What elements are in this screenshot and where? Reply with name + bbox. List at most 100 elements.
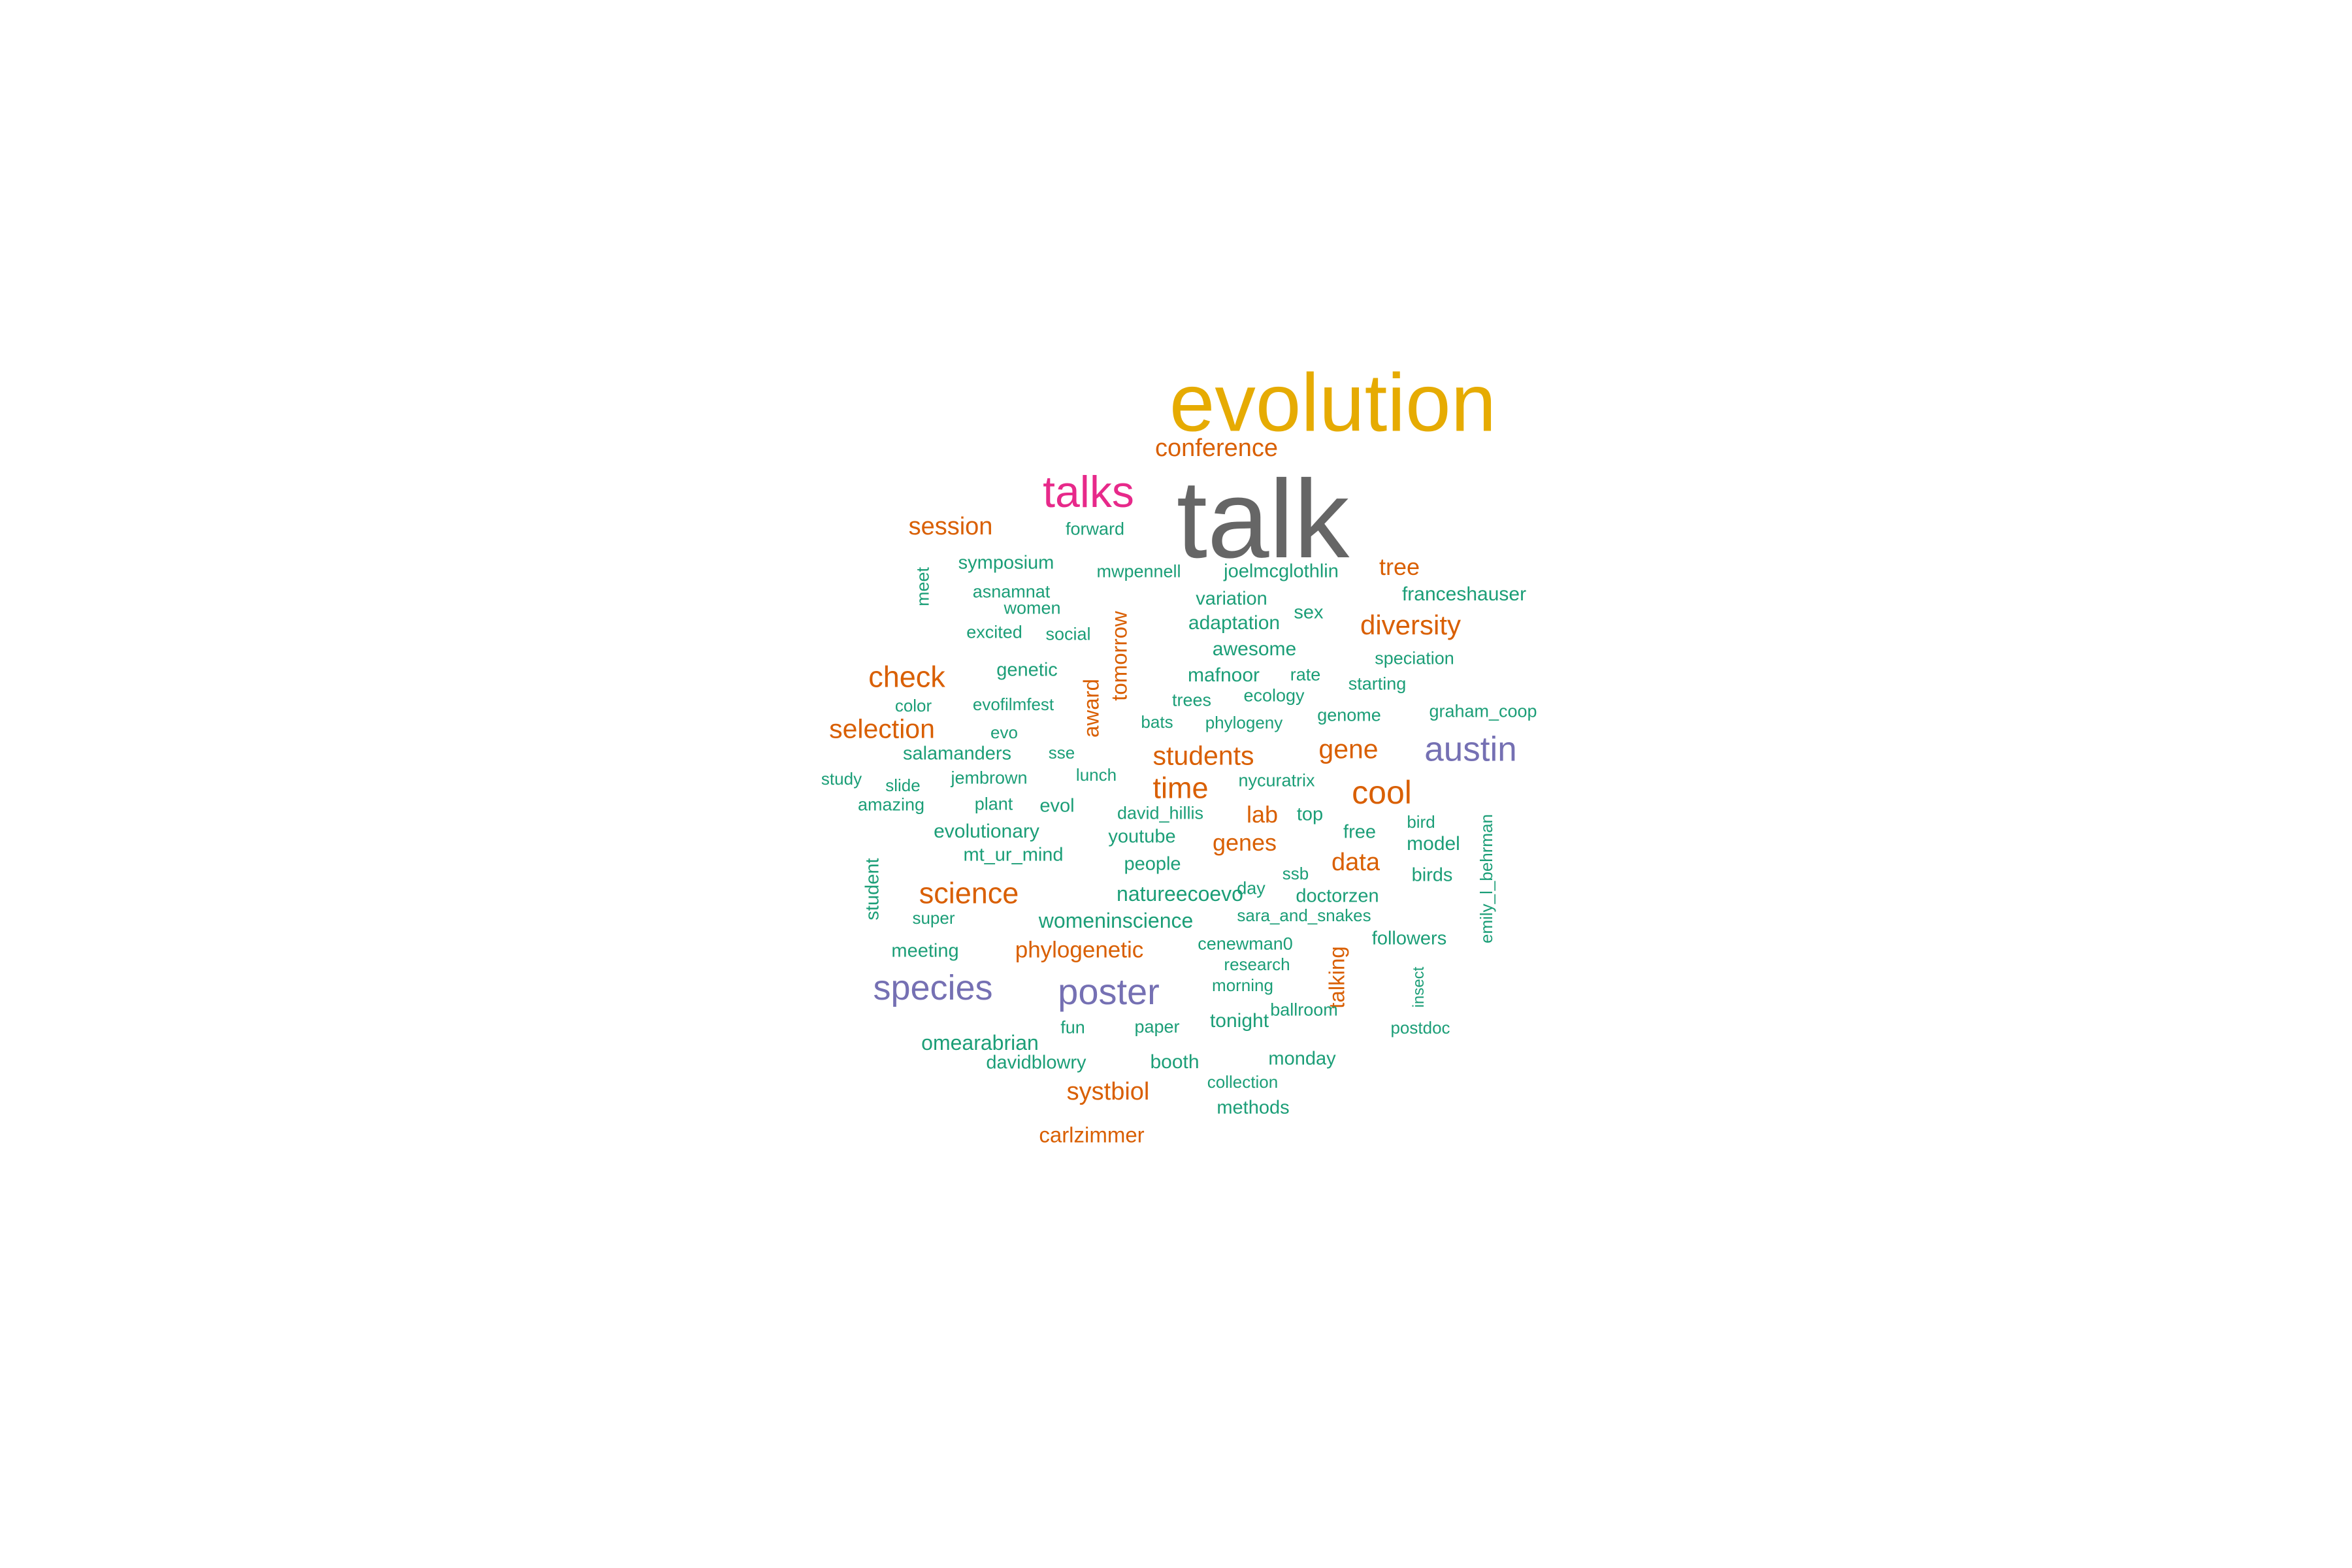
cloud-word: study (821, 769, 862, 789)
cloud-word: evolutionary (934, 821, 1039, 842)
cloud-word: bats (1141, 712, 1173, 732)
cloud-word: data (1331, 849, 1380, 876)
cloud-word: systbiol (1066, 1078, 1150, 1105)
cloud-word: talks (1043, 467, 1134, 517)
cloud-word: sara_and_snakes (1237, 906, 1371, 925)
cloud-word: amazing (857, 794, 925, 815)
cloud-word: franceshauser (1401, 583, 1527, 605)
cloud-word: mafnoor (1187, 664, 1260, 686)
cloud-word: tree (1379, 553, 1420, 580)
cloud-word: model (1407, 833, 1460, 855)
cloud-word: research (1224, 955, 1290, 974)
cloud-word: carlzimmer (1039, 1122, 1145, 1147)
cloud-word: natureecoevo (1117, 882, 1243, 906)
cloud-word: meet (913, 566, 933, 607)
cloud-word: salamanders (902, 743, 1012, 764)
cloud-word: austin (1424, 730, 1517, 769)
cloud-word: award (1079, 679, 1103, 738)
cloud-word: slide (885, 776, 921, 795)
cloud-word: talking (1324, 946, 1349, 1009)
cloud-word: diversity (1360, 610, 1462, 640)
cloud-word: day (1237, 878, 1266, 898)
cloud-word: excited (966, 622, 1022, 642)
cloud-word: sex (1294, 602, 1324, 623)
cloud-word: conference (1154, 434, 1279, 462)
cloud-word: omearabrian (921, 1031, 1039, 1054)
cloud-word: tomorrow (1107, 611, 1132, 701)
cloud-word: youtube (1108, 826, 1176, 847)
cloud-word: followers (1371, 928, 1447, 949)
cloud-word: ballroom (1270, 1000, 1338, 1020)
cloud-word: ecology (1243, 685, 1305, 706)
cloud-word: rate (1290, 664, 1321, 685)
cloud-word: poster (1058, 971, 1160, 1012)
cloud-word: ssb (1282, 864, 1309, 883)
cloud-word: top (1296, 804, 1324, 825)
cloud-word: morning (1212, 975, 1273, 995)
cloud-word: evo (990, 723, 1018, 742)
cloud-word: emily_l_behrman (1477, 814, 1496, 943)
cloud-word: insect (1410, 966, 1428, 1008)
cloud-word: starting (1348, 674, 1407, 694)
cloud-word: monday (1268, 1048, 1336, 1070)
cloud-word: womeninscience (1038, 909, 1194, 932)
cloud-word: check (868, 660, 945, 694)
cloud-word: lab (1246, 801, 1279, 828)
cloud-word: forward (1065, 519, 1125, 539)
cloud-word: super (912, 908, 955, 928)
cloud-word: asnamnat (972, 581, 1051, 602)
cloud-word: davidblowry (986, 1052, 1086, 1073)
cloud-word: speciation (1375, 648, 1454, 668)
cloud-word: booth (1150, 1051, 1200, 1073)
cloud-word: trees (1171, 690, 1212, 710)
cloud-word: cool (1352, 774, 1412, 811)
cloud-word: talk (1176, 457, 1350, 581)
cloud-word: paper (1134, 1017, 1180, 1037)
cloud-word: genome (1317, 705, 1381, 725)
cloud-word: nycuratrix (1238, 770, 1315, 791)
cloud-word: gene (1318, 734, 1379, 764)
cloud-word: collection (1207, 1072, 1279, 1092)
cloud-word: fun (1060, 1017, 1085, 1037)
cloud-word: mt_ur_mind (963, 844, 1064, 866)
cloud-word: doctorzen (1296, 885, 1379, 907)
cloud-word: tonight (1209, 1010, 1269, 1032)
cloud-word: social (1045, 624, 1091, 644)
cloud-word: jembrown (951, 768, 1028, 788)
cloud-word: cenewman0 (1198, 934, 1293, 954)
cloud-word: genes (1212, 829, 1277, 856)
cloud-word: student (862, 858, 883, 921)
cloud-word: selection (829, 713, 935, 744)
cloud-word: session (908, 513, 993, 540)
cloud-word: evofilmfest (972, 694, 1054, 714)
cloud-word: evol (1039, 795, 1075, 817)
cloud-word: genetic (996, 659, 1058, 681)
cloud-word: variation (1196, 588, 1267, 610)
cloud-word: awesome (1212, 638, 1297, 660)
cloud-word: students (1152, 740, 1254, 771)
cloud-word: birds (1411, 864, 1453, 886)
cloud-word: phylogenetic (1015, 937, 1144, 963)
cloud-word: methods (1217, 1097, 1290, 1119)
cloud-word: postdoc (1390, 1018, 1450, 1037)
cloud-word: evolution (1169, 357, 1497, 449)
cloud-word: science (919, 876, 1019, 910)
cloud-word: david_hillis (1117, 803, 1204, 823)
cloud-word: color (894, 696, 932, 715)
cloud-word: time (1152, 771, 1209, 805)
cloud-word: species (873, 968, 993, 1007)
cloud-word: symposium (958, 552, 1054, 574)
cloud-word: joelmcglothlin (1224, 561, 1339, 582)
cloud-word: free (1343, 821, 1376, 843)
cloud-word: plant (974, 794, 1013, 814)
cloud-word: meeting (891, 940, 959, 962)
cloud-word: graham_coop (1429, 701, 1537, 721)
cloud-word: adaptation (1188, 612, 1281, 634)
cloud-word: women (1004, 598, 1061, 618)
cloud-word: lunch (1075, 765, 1117, 785)
cloud-word: mwpennell (1096, 561, 1181, 581)
cloud-word: sse (1048, 743, 1075, 762)
cloud-word: people (1124, 853, 1181, 875)
cloud-word: bird (1407, 812, 1435, 832)
